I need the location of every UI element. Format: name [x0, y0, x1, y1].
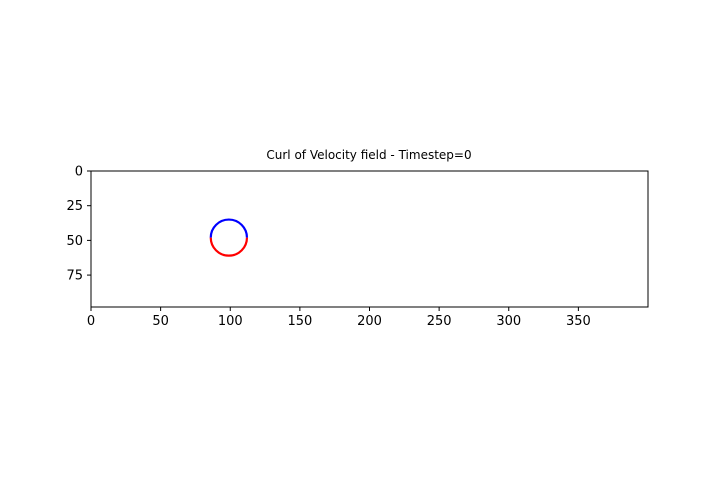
chart-title: Curl of Velocity field - Timestep=0 — [266, 148, 471, 162]
x-tick-label: 200 — [357, 314, 382, 329]
x-tick-label: 350 — [566, 314, 591, 329]
positive-vorticity-arc — [209, 218, 249, 238]
y-tick-label: 50 — [66, 234, 83, 249]
x-tick-label: 0 — [87, 314, 95, 329]
axes-background — [91, 171, 648, 307]
x-tick-label: 100 — [218, 314, 243, 329]
plot-area — [90, 170, 649, 308]
y-tick-label: 0 — [75, 165, 83, 180]
x-axis: 0 50 100 150 200 250 300 350 — [87, 307, 591, 329]
x-tick-label: 300 — [496, 314, 521, 329]
y-axis: 0 25 50 75 — [66, 165, 91, 284]
y-tick-label: 25 — [66, 199, 83, 214]
x-tick-label: 50 — [152, 314, 169, 329]
y-tick-label: 75 — [66, 269, 83, 284]
negative-vorticity-arc — [209, 237, 249, 257]
x-tick-label: 250 — [427, 314, 452, 329]
x-tick-label: 150 — [287, 314, 312, 329]
heatmap-features — [209, 218, 249, 257]
